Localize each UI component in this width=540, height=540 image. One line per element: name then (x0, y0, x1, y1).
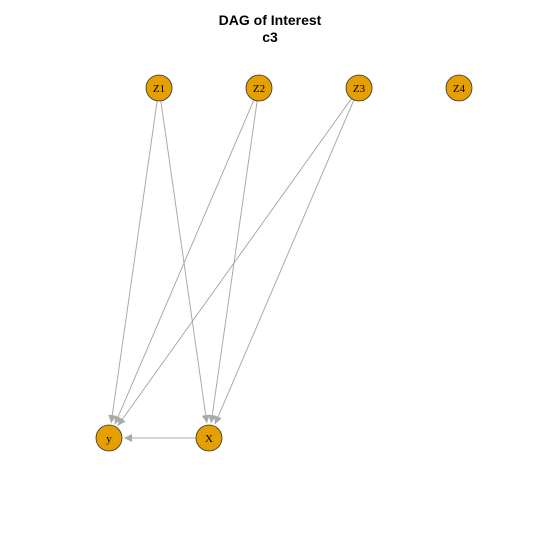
edge-z1-to-x (160, 100, 210, 424)
node-circle (95, 424, 123, 452)
diagram-subtitle: c3 (262, 29, 278, 45)
edge-z3-to-x (214, 99, 355, 425)
edge-z3-to-y (117, 98, 352, 427)
node-label: X (205, 433, 213, 445)
edge-z1-to-y (108, 100, 158, 424)
node-z2: Z2 (245, 74, 273, 102)
node-label: Z4 (453, 83, 466, 95)
edge-z2-to-y (114, 99, 255, 425)
node-circle (145, 74, 173, 102)
node-y: y (95, 424, 123, 452)
node-label: Z1 (153, 83, 165, 95)
node-x: X (195, 424, 223, 452)
node-z1: Z1 (145, 74, 173, 102)
node-z4: Z4 (445, 74, 473, 102)
node-circle (195, 424, 223, 452)
diagram-title: DAG of Interest (218, 12, 322, 28)
node-label: y (106, 433, 112, 445)
node-z3: Z3 (345, 74, 373, 102)
node-circle (345, 74, 373, 102)
node-label: Z3 (353, 83, 366, 95)
node-circle (445, 74, 473, 102)
nodes-layer: Z1 Z2 Z3 Z4 y X (95, 74, 473, 452)
node-label: Z2 (253, 83, 265, 95)
node-circle (245, 74, 273, 102)
edges-layer (108, 98, 355, 442)
